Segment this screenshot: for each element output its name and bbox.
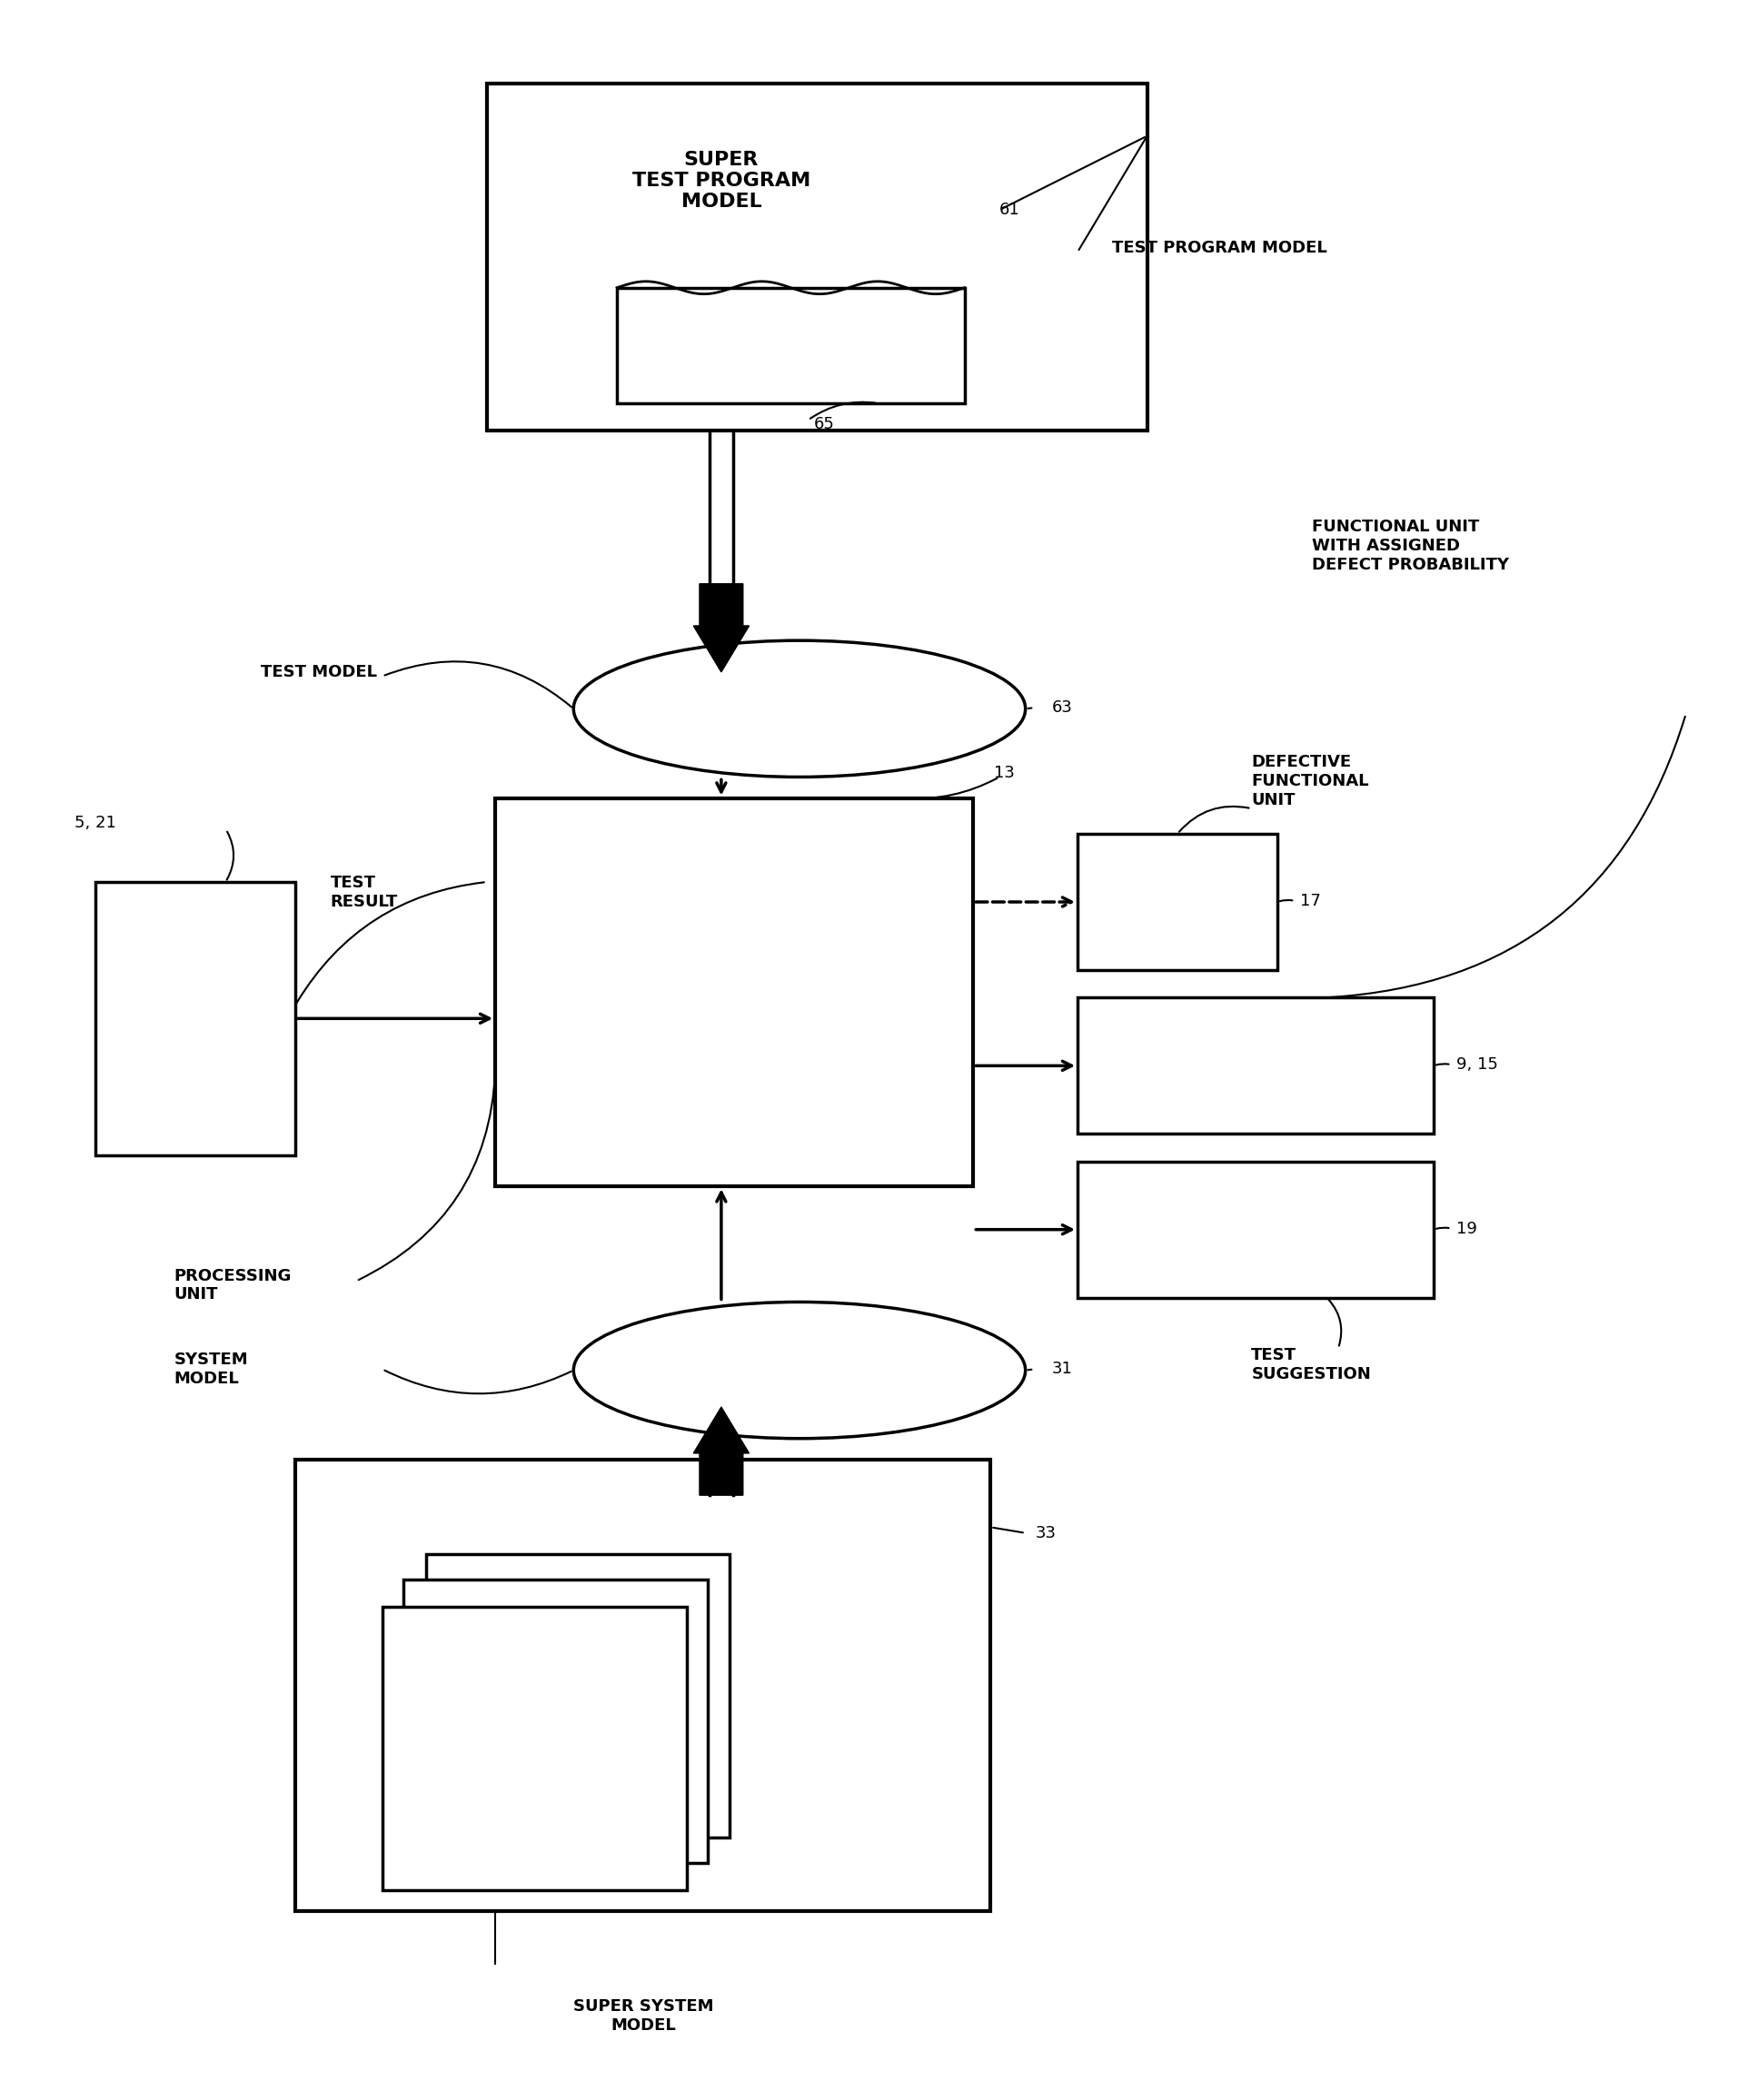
Bar	[617, 288, 965, 403]
Bar	[426, 1554, 730, 1838]
Bar	[96, 882, 295, 1155]
Text: DEFECTIVE
FUNCTIONAL
UNIT: DEFECTIVE FUNCTIONAL UNIT	[1251, 754, 1370, 808]
Bar	[487, 84, 1147, 430]
Text: 17: 17	[1300, 893, 1321, 909]
Text: PROCESSING
UNIT: PROCESSING UNIT	[174, 1268, 292, 1302]
Text: 33: 33	[1036, 1525, 1057, 1541]
Text: 19: 19	[1456, 1220, 1477, 1237]
Bar	[382, 1607, 687, 1890]
Text: 5, 21: 5, 21	[75, 815, 116, 832]
Ellipse shape	[574, 640, 1025, 777]
Text: SUPER
TEST PROGRAM
MODEL: SUPER TEST PROGRAM MODEL	[633, 151, 810, 212]
Text: 63: 63	[1051, 699, 1072, 716]
Bar	[403, 1579, 707, 1863]
Text: TEST MODEL: TEST MODEL	[261, 664, 377, 680]
Ellipse shape	[574, 1302, 1025, 1439]
Text: SUPER SYSTEM
MODEL: SUPER SYSTEM MODEL	[574, 1999, 713, 2033]
Text: TEST PROGRAM MODEL: TEST PROGRAM MODEL	[1112, 239, 1328, 256]
FancyArrow shape	[693, 1407, 749, 1495]
Bar	[1078, 1161, 1434, 1298]
Text: 65: 65	[813, 416, 834, 433]
Text: 9, 15: 9, 15	[1456, 1056, 1498, 1073]
Text: TEST
RESULT: TEST RESULT	[330, 876, 398, 909]
Text: 13: 13	[994, 764, 1015, 781]
Bar	[1078, 998, 1434, 1134]
Text: 31: 31	[1051, 1361, 1072, 1378]
Bar	[495, 798, 973, 1186]
Text: SYSTEM
MODEL: SYSTEM MODEL	[174, 1352, 249, 1386]
Text: FUNCTIONAL UNIT
WITH ASSIGNED
DEFECT PROBABILITY: FUNCTIONAL UNIT WITH ASSIGNED DEFECT PRO…	[1312, 519, 1509, 573]
Text: 61: 61	[999, 202, 1020, 218]
FancyArrow shape	[693, 584, 749, 672]
Bar	[1078, 834, 1277, 970]
Bar	[295, 1460, 991, 1911]
Text: TEST
SUGGESTION: TEST SUGGESTION	[1251, 1348, 1371, 1382]
